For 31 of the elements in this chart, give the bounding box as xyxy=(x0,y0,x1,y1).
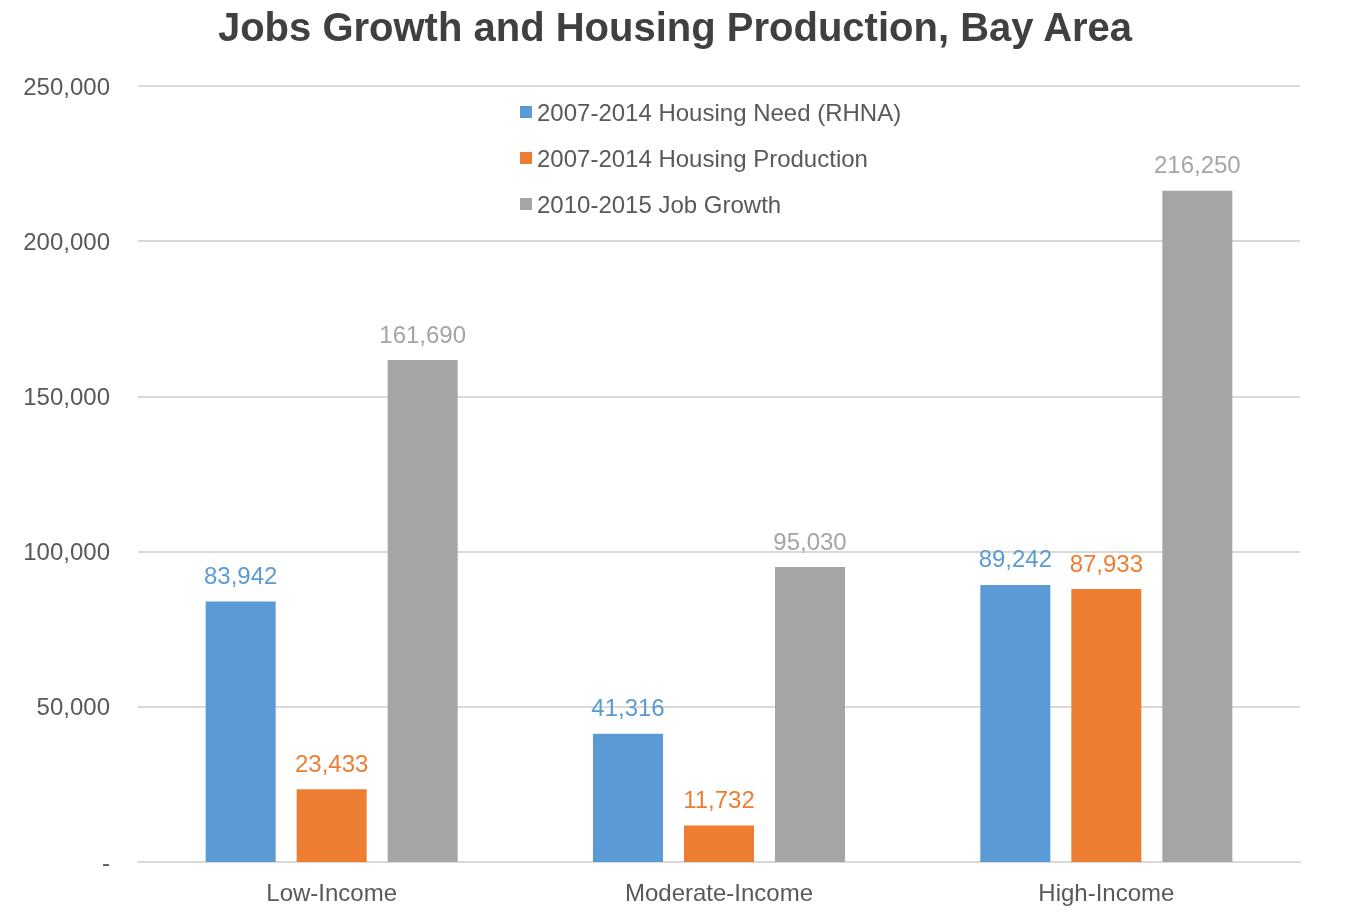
x-tick-label: Low-Income xyxy=(266,878,398,906)
data-label: 161,690 xyxy=(379,320,467,348)
data-label: 87,933 xyxy=(1069,549,1144,577)
x-tick-label: Moderate-Income xyxy=(624,878,814,906)
bar xyxy=(1071,589,1142,862)
data-label: 41,316 xyxy=(591,694,665,722)
legend-label: 2010-2015 Job Growth xyxy=(537,190,782,218)
data-label: 23,433 xyxy=(294,749,369,777)
bar xyxy=(593,733,663,862)
y-tick-label: - xyxy=(102,848,110,876)
y-tick-label: 150,000 xyxy=(23,382,110,410)
data-label: 11,732 xyxy=(683,786,755,814)
y-tick-label: 250,000 xyxy=(23,72,110,100)
y-tick-label: 50,000 xyxy=(36,693,110,721)
data-label: 89,242 xyxy=(978,545,1053,573)
y-tick-label: 100,000 xyxy=(23,538,110,566)
bar xyxy=(296,789,367,862)
bar xyxy=(205,601,276,862)
bar xyxy=(387,360,458,862)
bar xyxy=(775,567,845,862)
bar xyxy=(1162,190,1233,862)
bar xyxy=(684,825,754,862)
bar xyxy=(980,584,1051,862)
legend-label: 2007-2014 Housing Need (RHNA) xyxy=(537,98,902,126)
y-tick-label: 200,000 xyxy=(23,227,110,255)
data-label: 95,030 xyxy=(773,527,847,555)
data-label: 83,942 xyxy=(203,561,278,589)
data-label: 216,250 xyxy=(1153,151,1241,179)
x-tick-label: High-Income xyxy=(1038,878,1175,906)
legend-label: 2007-2014 Housing Production xyxy=(537,144,868,172)
chart-title: Jobs Growth and Housing Production, Bay Area xyxy=(217,5,1133,49)
